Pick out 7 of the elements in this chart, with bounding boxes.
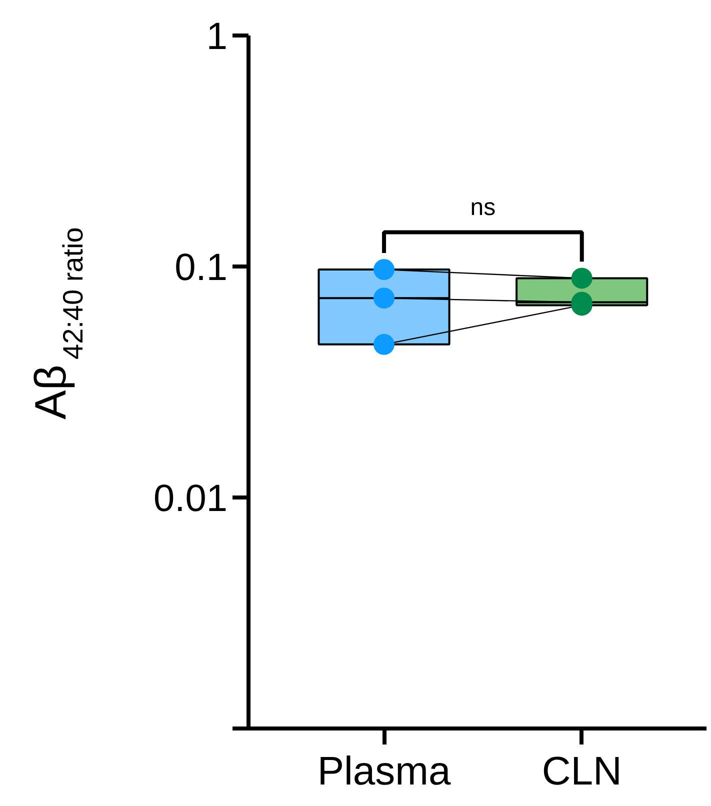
y-tick-label: 1 (206, 16, 228, 58)
x-tick-label: CLN (542, 750, 622, 794)
y-tick-label: 0.01 (154, 478, 228, 520)
y-axis-title: Aβ42:40 ratio (26, 227, 88, 420)
x-tick-label: Plasma (317, 750, 452, 794)
annotation: ns (470, 194, 496, 221)
y-tick-label: 0.1 (174, 247, 228, 289)
